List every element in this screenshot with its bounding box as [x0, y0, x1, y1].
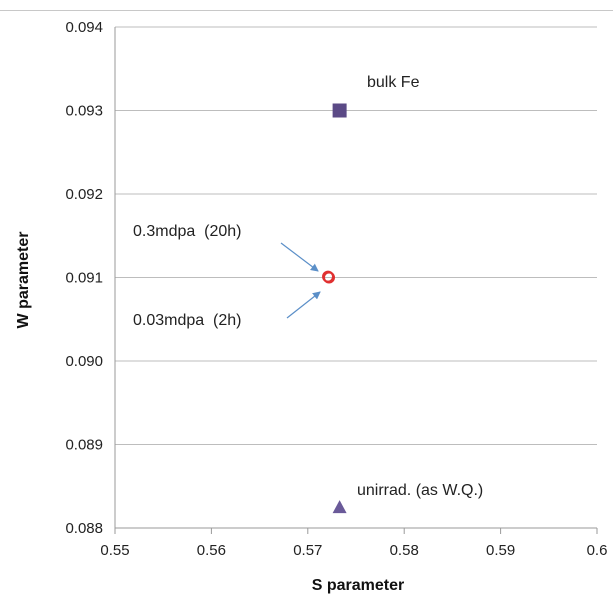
top-border-line [0, 10, 613, 11]
axes [114, 27, 598, 534]
y-tick-label: 0.091 [65, 270, 103, 287]
point-circle-2 [322, 270, 335, 283]
y-tick-label: 0.092 [65, 186, 103, 203]
y-tick-label: 0.094 [65, 19, 103, 36]
annotation-label: 0.3mdpa (20h) [133, 223, 242, 240]
annotations: bulk Fe 0.3mdpa (20h) 0.03mdpa (2h) unirrad… [133, 74, 483, 499]
gridlines [115, 26, 597, 445]
x-tick-label: 0.58 [390, 542, 419, 559]
x-tick-label: 0.55 [100, 542, 129, 559]
y-tick-label: 0.089 [65, 437, 103, 454]
annotation-label: bulk Fe [367, 74, 420, 91]
point-bulk-fe [332, 103, 347, 118]
x-tick-label: 0.56 [197, 542, 226, 559]
annotation-arrow [286, 291, 321, 319]
y-tick-label: 0.093 [65, 103, 103, 120]
x-tick-label: 0.6 [587, 542, 608, 559]
y-tick-label: 0.088 [65, 520, 103, 537]
y-tick-label: 0.090 [65, 353, 103, 370]
data-points [322, 103, 347, 514]
point-unirrad [332, 500, 347, 514]
annotation-label: 0.03mdpa (2h) [133, 312, 242, 329]
x-tick-label: 0.57 [293, 542, 322, 559]
annotation-label: unirrad. (as W.Q.) [357, 482, 483, 499]
annotation-arrow [280, 242, 319, 272]
tick-labels: 0.088 0.089 0.090 0.091 0.092 0.093 0.094 0.55 0… [65, 19, 607, 559]
x-tick-label: 0.59 [486, 542, 515, 559]
x-axis-title: S parameter [312, 577, 405, 594]
y-axis-title: W parameter [15, 232, 32, 329]
